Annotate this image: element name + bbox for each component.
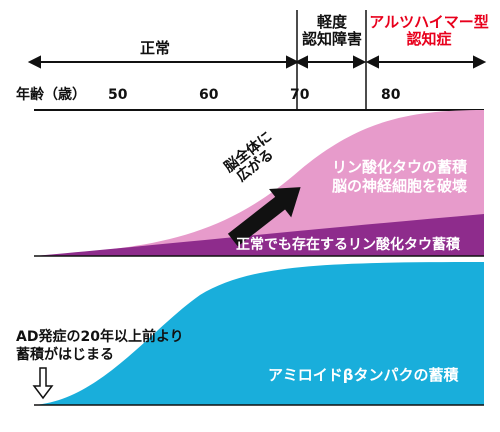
tau-upper-area [34,110,484,256]
onset-arrow [32,367,54,400]
tick-70: 70 [290,87,310,103]
stage-ad-line2: 認知症 [406,30,452,49]
stage-mci-label: 軽度 認知障害 [298,13,366,49]
amyloid-annotation-line2: 蓄積がはじまる [16,347,114,364]
tau-top-line2: 脳の神経細胞を破壊 [332,176,468,195]
arrowhead-left [27,55,41,69]
stage-ad-label: アルツハイマー型 認知症 [366,13,492,49]
amyloid-annotation: AD発症の20年以上前より 蓄積がはじまる [16,328,184,364]
tau-top-line1: リン酸化タウの蓄積 [332,158,468,176]
amyloid-area [34,262,484,405]
stage-mci-line2: 認知障害 [301,30,362,49]
stage-ad-line1: アルツハイマー型 [369,13,489,31]
arrowhead-right [286,55,300,69]
tau-top-label: リン酸化タウの蓄積 脳の神経細胞を破壊 [332,158,467,196]
tau-lower-area [34,214,484,256]
stage-normal-label: 正常 [140,39,171,57]
tick-80: 80 [381,87,401,103]
spread-arrow [227,187,301,247]
tick-60: 60 [199,87,219,103]
amyloid-annotation-line1: AD発症の20年以上前より [16,329,184,345]
axis-label: 年齢（歳） [16,87,86,103]
tau-bottom-label: 正常でも存在するリン酸化タウ蓄積 [236,237,460,253]
amyloid-band-label: アミロイドβタンパクの蓄積 [268,366,459,384]
tick-50: 50 [108,87,128,103]
stage-mci-line1: 軽度 [316,13,347,31]
